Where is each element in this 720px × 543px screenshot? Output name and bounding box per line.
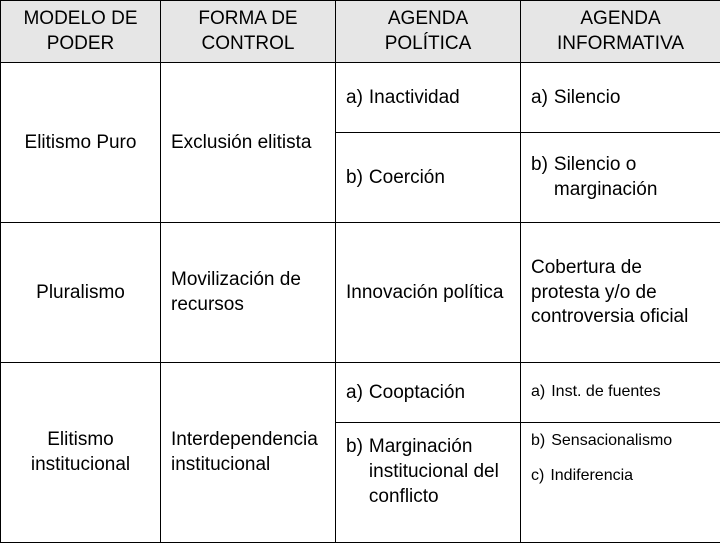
cell-agenda-politica-a: a) Inactividad <box>336 63 521 133</box>
list-label: b) <box>346 166 363 191</box>
header-row: MODELO DE PODER FORMA DE CONTROL AGENDA … <box>1 1 720 63</box>
table-row: Elitismo institucional Interdependencia … <box>1 363 720 423</box>
cell-agenda-informativa-inst-bc: b) Sensacionalismo c) Indiferencia <box>521 423 720 543</box>
table-row: Pluralismo Movilización de recursos Inno… <box>1 223 720 363</box>
header-modelo: MODELO DE PODER <box>1 1 161 63</box>
list-text: Silencio <box>554 86 710 111</box>
list-label: b) <box>531 431 545 452</box>
list-label: a) <box>531 382 545 403</box>
cell-agenda-politica-inst-a: a) Cooptación <box>336 363 521 423</box>
list-text: Inactividad <box>369 86 510 111</box>
cell-control-elitismo-inst: Interdependencia institucional <box>161 363 336 543</box>
cell-agenda-informativa-pluralismo: Cobertura de protesta y/o de controversi… <box>521 223 720 363</box>
list-text: Cooptación <box>369 381 510 406</box>
list-text: Sensacionalismo <box>551 431 710 452</box>
cell-control-elitismo-puro: Exclusión elitista <box>161 63 336 223</box>
cell-agenda-informativa-a: a) Silencio <box>521 63 720 133</box>
cell-modelo-pluralismo: Pluralismo <box>1 223 161 363</box>
list-text: Silencio o marginación <box>554 153 710 202</box>
list-label: a) <box>531 86 548 111</box>
list-text: Marginación institucional del conflicto <box>369 435 510 509</box>
header-agenda-informativa: AGENDA INFORMATIVA <box>521 1 720 63</box>
list-text: Indiferencia <box>550 466 710 487</box>
list-label: c) <box>531 466 544 487</box>
cell-control-pluralismo: Movilización de recursos <box>161 223 336 363</box>
cell-agenda-informativa-inst-a: a) Inst. de fuentes <box>521 363 720 423</box>
table-row: Elitismo Puro Exclusión elitista a) Inac… <box>1 63 720 133</box>
list-label: b) <box>531 153 548 202</box>
header-control: FORMA DE CONTROL <box>161 1 336 63</box>
models-table: MODELO DE PODER FORMA DE CONTROL AGENDA … <box>0 0 720 543</box>
cell-agenda-politica-pluralismo: Innovación política <box>336 223 521 363</box>
cell-modelo-elitismo-puro: Elitismo Puro <box>1 63 161 223</box>
list-text: Inst. de fuentes <box>551 382 710 403</box>
list-label: a) <box>346 86 363 111</box>
cell-agenda-informativa-b: b) Silencio o marginación <box>521 133 720 223</box>
list-label: b) <box>346 435 363 509</box>
list-label: a) <box>346 381 363 406</box>
list-text: Coerción <box>369 166 510 191</box>
cell-agenda-politica-b: b) Coerción <box>336 133 521 223</box>
cell-agenda-politica-inst-b: b) Marginación institucional del conflic… <box>336 423 521 543</box>
header-agenda-politica: AGENDA POLÍTICA <box>336 1 521 63</box>
cell-modelo-elitismo-inst: Elitismo institucional <box>1 363 161 543</box>
